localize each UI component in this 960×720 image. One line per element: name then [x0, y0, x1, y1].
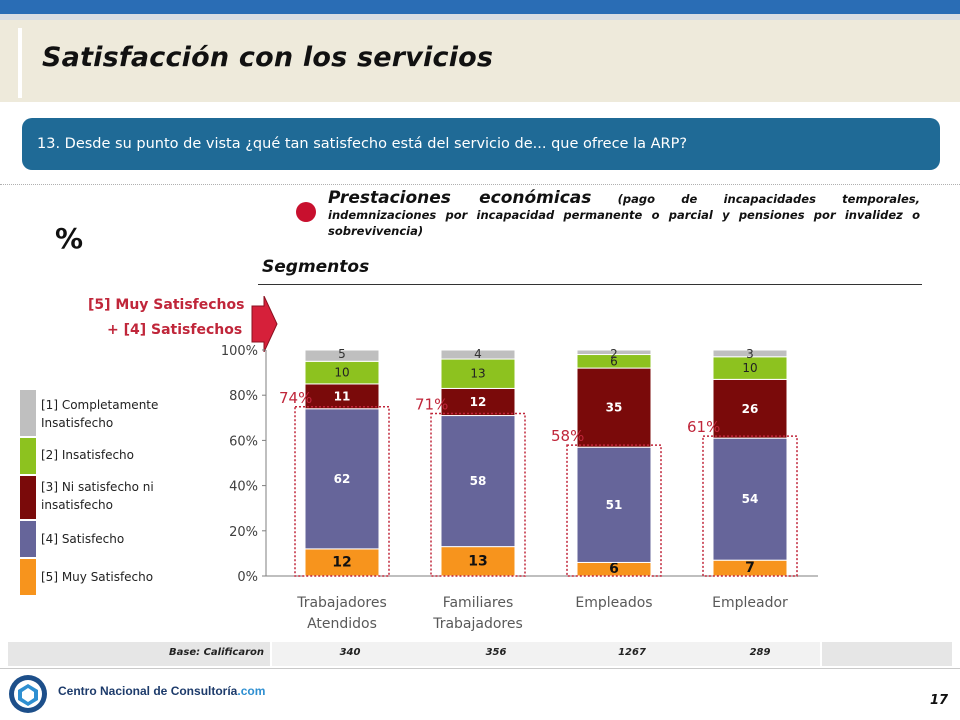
legend-label-1: [1] Completamente Insatisfecho: [41, 396, 158, 432]
legend-label-1-line1: [1] Completamente: [41, 398, 159, 412]
top2-total-label: 71%: [415, 396, 448, 414]
base-value-4: 289: [749, 647, 771, 658]
legend-label-5: [5] Muy Satisfecho: [41, 570, 154, 584]
bar-data-label: 54: [742, 492, 759, 506]
bar-segment: [576, 349, 652, 356]
bar-data-label: 6: [610, 354, 618, 368]
bar-segment: [440, 387, 516, 417]
subtitle-main: Prestaciones económicas: [328, 188, 592, 208]
chart-subtitle: Prestaciones económicas (pago de incapac…: [328, 190, 920, 239]
legend-swatch-4: [20, 521, 36, 557]
bar-data-label: 58: [470, 474, 487, 488]
company-logo: [9, 675, 47, 713]
x-category-label: Trabajadores: [296, 595, 387, 611]
bar-segment: [576, 367, 652, 448]
base-row-end: [822, 642, 952, 666]
y-tick-label: 100%: [221, 344, 258, 359]
stacked-bar-chart: 0%20%40%60%80%100%12621110574%Trabajador…: [221, 344, 818, 632]
question-text: 13. Desde su punto de vista ¿qué tan sat…: [37, 136, 688, 152]
page-number: 17: [930, 693, 949, 708]
bar-data-label: 35: [606, 401, 623, 415]
y-tick-label: 0%: [237, 570, 258, 585]
y-tick-label: 60%: [229, 434, 258, 449]
bar-data-label: 26: [742, 402, 759, 416]
base-label: Base: Calificaron: [169, 647, 264, 658]
x-category-label: Empleados: [575, 595, 652, 611]
bar-segment: [712, 349, 788, 358]
bar-data-label: 6: [609, 561, 619, 577]
legend-label-2: [2] Insatisfecho: [41, 448, 135, 462]
bar-segment: [712, 378, 788, 439]
footer-divider: [0, 668, 960, 669]
top2-highlight-box: [566, 444, 662, 577]
title-bar: [0, 20, 960, 102]
bar-data-label: 12: [470, 395, 487, 409]
y-tick-label: 20%: [229, 525, 258, 540]
bar-data-label: 13: [470, 367, 485, 381]
slide-title: Satisfacción con los servicios: [42, 42, 494, 73]
top2-label-line1: [5] Muy Satisfechos: [88, 297, 245, 313]
company-name: Centro Nacional de Consultoría.com: [58, 684, 265, 698]
legend-swatch-2: [20, 438, 36, 474]
arrow-right-icon: [251, 296, 278, 352]
legend-swatch-5: [20, 559, 36, 595]
dotted-divider: [0, 184, 960, 185]
bar-segment: [304, 548, 380, 577]
base-value-2: 356: [485, 647, 507, 658]
base-value-3: 1267: [618, 647, 646, 658]
base-label-cell: Base: Calificaron: [8, 642, 270, 666]
x-category-label: Trabajadores: [432, 616, 523, 632]
bar-data-label: 7: [745, 560, 755, 576]
top2-total-label: 58%: [551, 427, 584, 445]
percent-label: %: [55, 222, 84, 255]
legend-label-1-line2: Insatisfecho: [41, 416, 114, 430]
title-bar-edge: [18, 28, 22, 98]
legend-label-3: [3] Ni satisfecho ni insatisfecho: [41, 478, 154, 514]
x-category-label: Familiares: [443, 595, 514, 611]
legend-swatch-3: [20, 476, 36, 519]
legend-label-3-line1: [3] Ni satisfecho ni: [41, 480, 154, 494]
bar-segment: [576, 446, 652, 563]
company-name-text: Centro Nacional de Consultoría: [58, 684, 238, 698]
bar-segment: [304, 349, 380, 362]
bar-data-label: 51: [606, 498, 623, 512]
top2-total-label: 61%: [687, 418, 720, 436]
y-tick-label: 80%: [229, 389, 258, 404]
subtitle-detail: (pago de incapacidades temporales, indem…: [328, 192, 920, 238]
legend-label-3-line2: insatisfecho: [41, 498, 113, 512]
bar-segment: [712, 437, 788, 561]
bar-data-label: 10: [742, 361, 757, 375]
top2-highlight-box: [294, 406, 390, 577]
bar-data-label: 3: [746, 347, 754, 361]
bar-data-label: 4: [474, 347, 482, 361]
x-category-label: Atendidos: [307, 616, 377, 632]
bar-data-label: 13: [468, 553, 487, 569]
top-accent-bar: [0, 0, 960, 14]
red-bullet-icon: [296, 202, 316, 222]
base-value-1: 340: [339, 647, 361, 658]
bar-data-label: 11: [334, 389, 351, 403]
y-tick-label: 40%: [229, 480, 258, 495]
question-banner: 13. Desde su punto de vista ¿qué tan sat…: [22, 118, 940, 170]
bar-data-label: 2: [610, 347, 618, 361]
company-domain: .com: [237, 684, 266, 698]
x-category-label: Empleador: [712, 595, 788, 611]
base-row: Base: Calificaron 340 356 1267 289: [8, 642, 952, 666]
top2-total-label: 74%: [279, 389, 312, 407]
bar-data-label: 5: [338, 347, 346, 361]
bar-data-label: 10: [334, 366, 349, 380]
bar-data-label: 62: [334, 472, 351, 486]
segment-header: Segmentos: [262, 257, 370, 277]
bar-segment: [440, 349, 516, 360]
bar-segment: [440, 546, 516, 577]
base-values-bg: [272, 642, 820, 666]
bar-segment: [440, 415, 516, 548]
top2-label-line2: + [4] Satisfechos: [107, 322, 243, 338]
bar-data-label: 12: [332, 554, 351, 570]
top-accent-bar-secondary: [0, 14, 960, 20]
legend-label-4: [4] Satisfecho: [41, 532, 125, 546]
segment-header-rule: [258, 284, 922, 285]
top2-highlight-box: [702, 435, 798, 577]
legend-swatch-1: [20, 390, 36, 436]
